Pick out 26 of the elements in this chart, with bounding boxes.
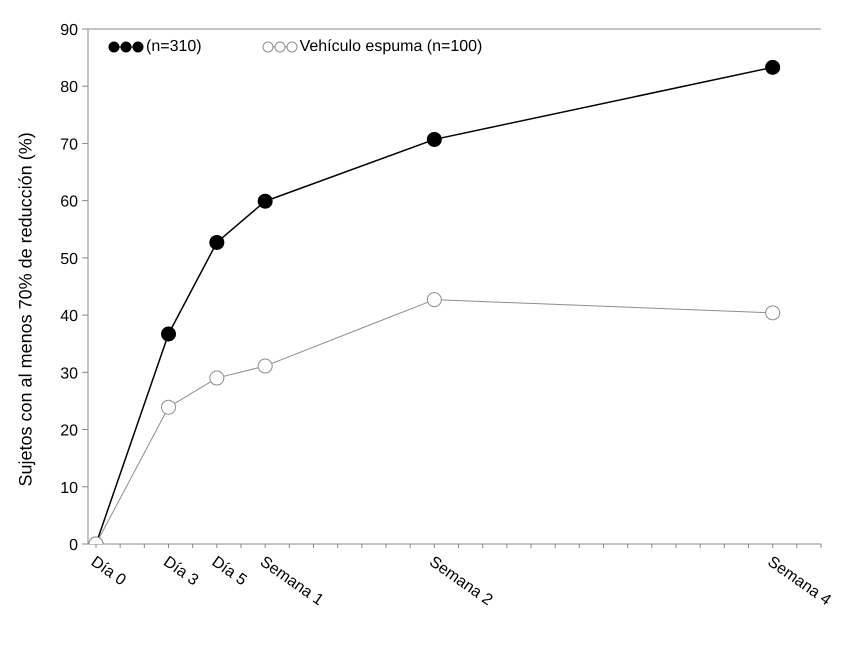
- point: [765, 60, 780, 75]
- point: [161, 400, 176, 415]
- point: [426, 132, 442, 147]
- y-tick-label: 0: [69, 537, 78, 554]
- y-tick-label: 10: [60, 480, 78, 497]
- y-tick-label: 60: [60, 194, 78, 211]
- y-tick-label: 90: [60, 22, 78, 39]
- y-tick-label: 40: [60, 308, 78, 326]
- point: [161, 326, 176, 342]
- point: [426, 292, 442, 308]
- point: [258, 358, 273, 374]
- x-tick-label: Día 3: [160, 553, 202, 590]
- point: [209, 234, 224, 250]
- y-tick-label: 70: [60, 136, 78, 154]
- point: [765, 305, 780, 320]
- point: [209, 370, 224, 386]
- x-tick-label: Día 0: [88, 553, 129, 590]
- x-tick-label: Día 5: [208, 553, 250, 590]
- point: [258, 194, 273, 209]
- y-axis-title: Sujetos con al menos 70% de reducción (%): [15, 132, 36, 486]
- y-tick-label: 30: [60, 365, 78, 382]
- y-tick-label: 50: [60, 250, 78, 268]
- y-tick-label: 80: [60, 79, 78, 96]
- y-tick-label: 20: [60, 422, 78, 440]
- legend-label: (n=310): [146, 38, 202, 56]
- legend-label: Vehículo espuma (n=100): [300, 38, 482, 56]
